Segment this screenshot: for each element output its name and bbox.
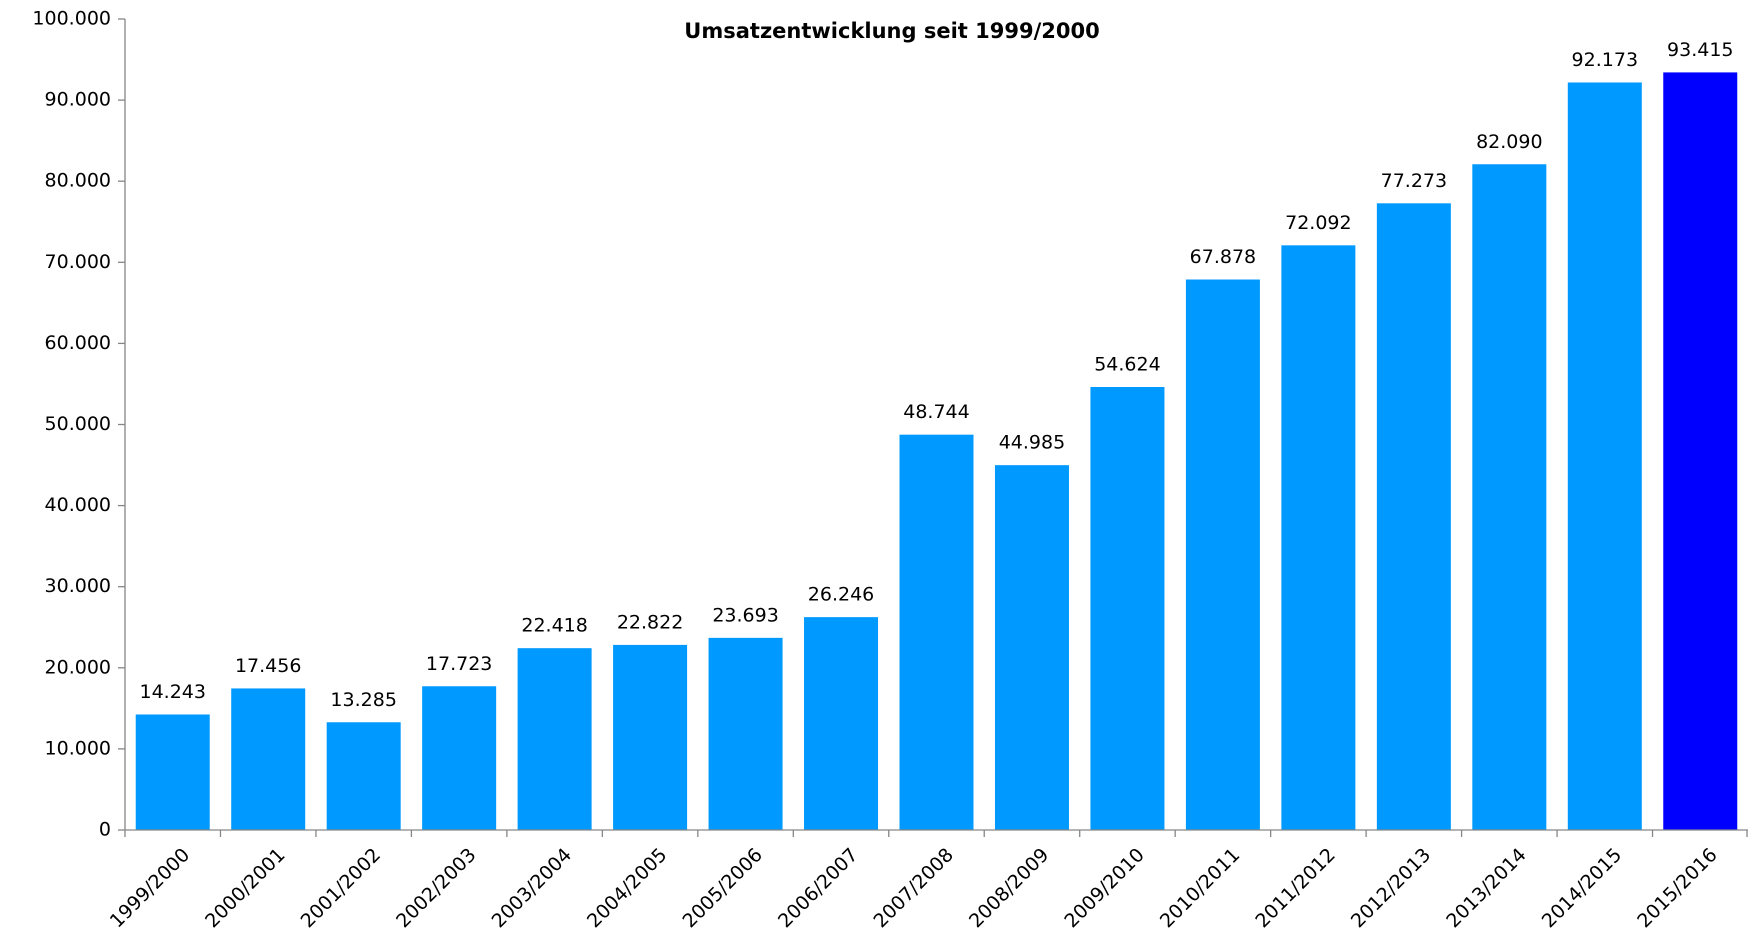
value-label: 48.744 — [903, 401, 969, 423]
bar — [1663, 72, 1738, 830]
value-label: 93.415 — [1667, 39, 1733, 61]
value-label: 17.723 — [426, 653, 492, 675]
value-label: 22.822 — [617, 611, 683, 633]
y-tick-label: 10.000 — [45, 737, 111, 759]
value-label: 72.092 — [1285, 212, 1351, 234]
value-label: 44.985 — [999, 432, 1065, 454]
value-label: 92.173 — [1572, 49, 1638, 71]
bar — [1376, 203, 1451, 830]
bar — [804, 617, 879, 830]
value-label: 54.624 — [1094, 353, 1160, 375]
x-tick-label: 2008/2009 — [965, 844, 1053, 932]
x-tick-label: 2007/2008 — [869, 844, 957, 932]
y-tick-label: 30.000 — [45, 575, 111, 597]
y-tick-label: 60.000 — [45, 332, 111, 354]
x-tick-label: 2002/2003 — [392, 844, 480, 932]
value-label: 67.878 — [1190, 246, 1256, 268]
value-label: 22.418 — [521, 615, 587, 637]
bar — [1472, 164, 1547, 830]
bar — [994, 465, 1069, 830]
value-label: 77.273 — [1381, 170, 1447, 192]
y-tick-label: 20.000 — [45, 656, 111, 678]
x-tick-label: 2014/2015 — [1538, 844, 1626, 932]
y-tick-label: 40.000 — [45, 494, 111, 516]
chart-title: Umsatzentwicklung seit 1999/2000 — [684, 19, 1099, 43]
x-tick-label: 2006/2007 — [774, 844, 862, 932]
y-tick-label: 0 — [99, 819, 111, 841]
x-tick-label: 2000/2001 — [201, 844, 289, 932]
y-tick-label: 80.000 — [45, 170, 111, 192]
bar — [517, 648, 592, 830]
bar — [422, 686, 497, 830]
y-tick-label: 100.000 — [32, 8, 111, 30]
bar — [708, 637, 783, 830]
x-tick-label: 2001/2002 — [297, 844, 385, 932]
x-tick-label: 2011/2012 — [1251, 844, 1339, 932]
x-tick-label: 2010/2011 — [1156, 844, 1244, 932]
y-tick-label: 70.000 — [45, 251, 111, 273]
x-tick-label: 2003/2004 — [488, 844, 576, 932]
value-label: 13.285 — [330, 689, 396, 711]
bar — [1567, 82, 1642, 830]
x-tick-label: 2005/2006 — [679, 844, 767, 932]
x-tick-label: 2013/2014 — [1442, 844, 1530, 932]
bar — [326, 722, 401, 830]
bar — [613, 644, 688, 830]
bar — [899, 434, 974, 830]
value-label: 14.243 — [139, 681, 205, 703]
bar — [1281, 245, 1356, 831]
bar — [231, 688, 306, 830]
value-label: 82.090 — [1476, 131, 1542, 153]
bar — [1090, 386, 1165, 830]
x-tick-label: 2015/2016 — [1633, 844, 1721, 932]
bar — [1185, 279, 1260, 831]
value-label: 26.246 — [808, 584, 874, 606]
x-tick-label: 2012/2013 — [1347, 844, 1435, 932]
bar — [135, 714, 210, 830]
y-tick-label: 50.000 — [45, 413, 111, 435]
x-tick-label: 1999/2000 — [106, 844, 194, 932]
x-tick-label: 2004/2005 — [583, 844, 671, 932]
value-label: 23.693 — [712, 604, 778, 626]
value-label: 17.456 — [235, 655, 301, 677]
x-tick-label: 2009/2010 — [1060, 844, 1148, 932]
y-tick-label: 90.000 — [45, 89, 111, 111]
